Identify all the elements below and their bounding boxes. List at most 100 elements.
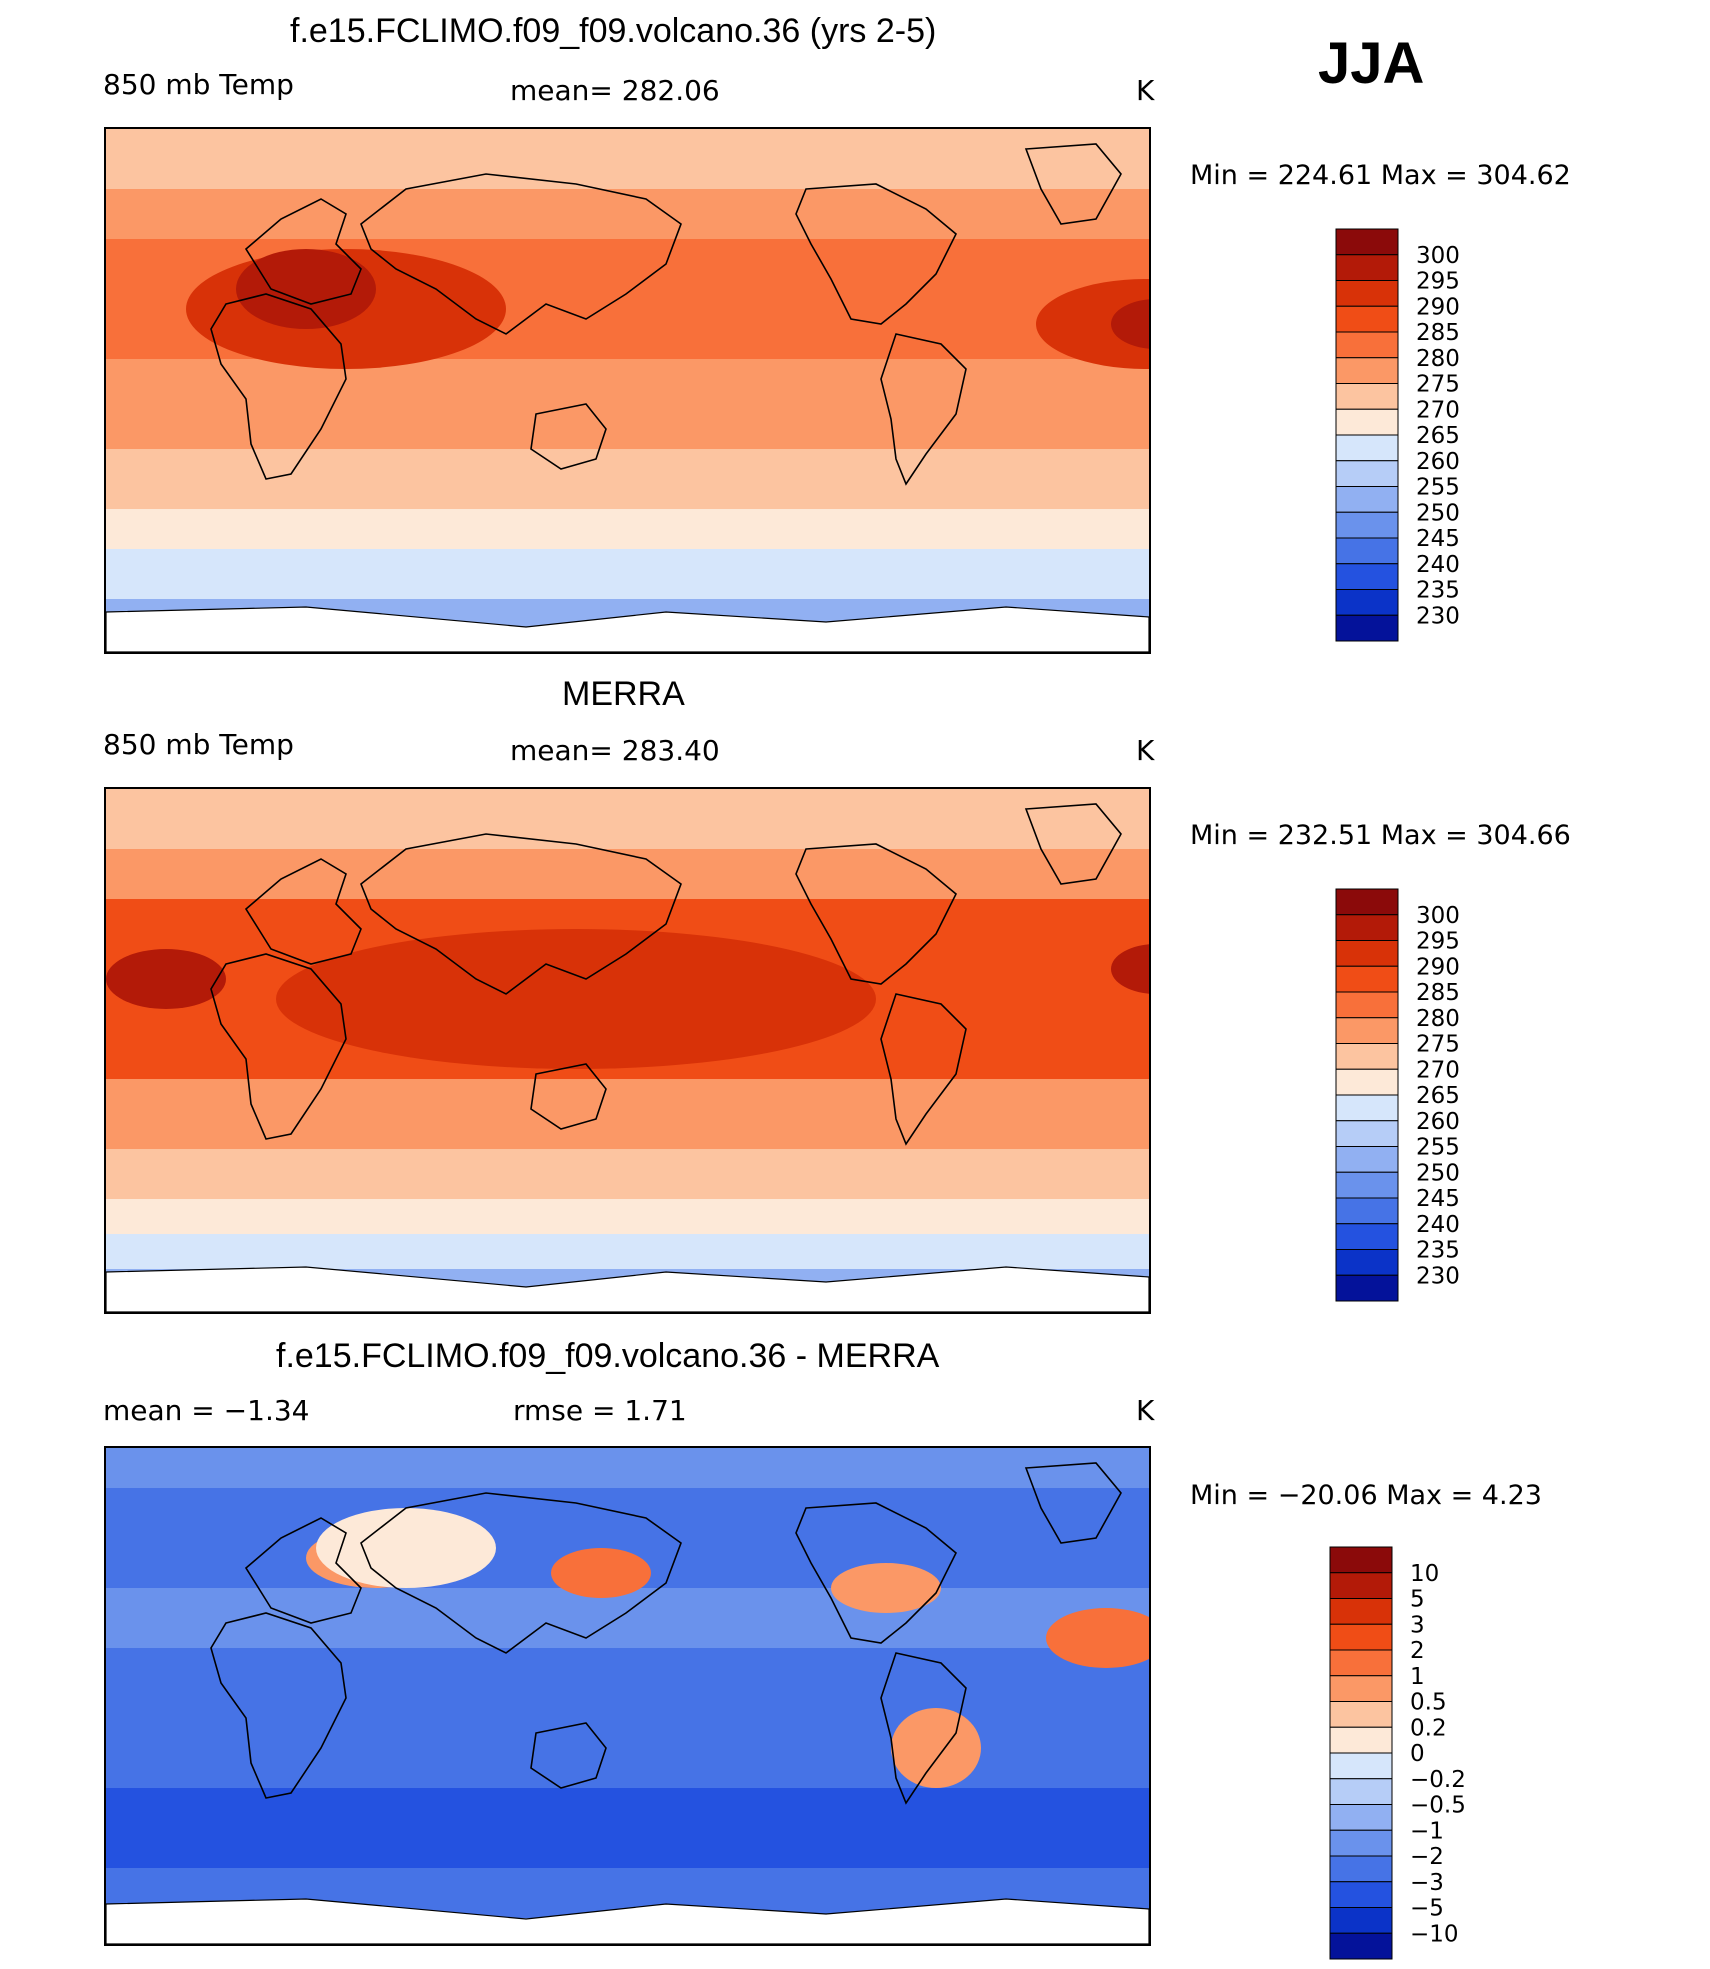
colorbar-box [1335,1249,1399,1276]
colorbar-box [1329,1572,1393,1599]
panel1-title: f.e15.FCLIMO.f09_f09.volcano.36 (yrs 2-5… [290,12,937,50]
colorbar-box [1335,383,1399,410]
colorbar-box [1335,1017,1399,1044]
colorbar-box [1329,1932,1393,1960]
colorbar-box [1335,357,1399,384]
colorbar-tick-label: 5 [1410,1587,1425,1613]
colorbar-box [1329,1675,1393,1702]
panel3-colorbar: 10 5 3 2 1 0.5 0.2 0 −0.2 −0.5 −1 −2 −3 −5 −10 [1329,1546,1466,1960]
colorbar-tick-label: 1 [1410,1664,1425,1690]
colorbar-tick-label: 240 [1416,1212,1460,1238]
colorbar-box [1329,1546,1393,1574]
colorbar-tick-label: 255 [1416,1135,1460,1161]
coastline [244,1517,362,1624]
colorbar-tick-label: 255 [1416,475,1460,501]
panel2-units-label: K [1136,734,1155,767]
colorbar-box [1335,1171,1399,1199]
colorbar-tick-label: 2 [1410,1638,1425,1664]
field-band [106,129,1149,189]
field-anomaly [831,1563,941,1613]
colorbar-box [1335,331,1399,359]
colorbar-box [1335,1146,1399,1173]
field-anomaly [551,1548,651,1598]
coastline [795,843,957,985]
field-band [106,1448,1149,1488]
colorbar-tick-label: 275 [1416,1032,1460,1058]
field-band [106,189,1149,239]
colorbar-tick-label: 245 [1416,526,1460,552]
coastline [210,953,347,1140]
colorbar-tick-label: 240 [1416,552,1460,578]
colorbar-tick-label: 280 [1416,1006,1460,1032]
colorbar-box [1329,1907,1393,1934]
colorbar-tick-label: 285 [1416,320,1460,346]
colorbar-tick-label: 285 [1416,980,1460,1006]
coastline [880,993,967,1146]
colorbar-box [1329,1701,1393,1728]
colorbar-box [1329,1623,1393,1651]
coastline [880,333,967,486]
colorbar-box [1335,537,1399,565]
colorbar-tick-label: 3 [1410,1612,1425,1638]
colorbar-tick-label: 290 [1416,954,1460,980]
colorbar-box [1335,434,1399,462]
colorbar-box [1335,460,1399,487]
panel3-rmse-label: rmse = 1.71 [513,1394,687,1427]
colorbar-box [1335,280,1399,307]
colorbar-box [1329,1829,1393,1857]
field-band [106,789,1149,849]
antarctica-coastline [106,606,1149,652]
colorbar-tick-label: 290 [1416,294,1460,320]
coastline [210,1612,347,1799]
panel2-map [104,787,1151,1314]
colorbar-tick-label: −2 [1410,1844,1444,1870]
colorbar-tick-label: 300 [1416,243,1460,269]
field-anomaly [276,929,876,1069]
field-band [106,1079,1149,1149]
coastline [880,1652,967,1805]
panel1-colorbar: 300 295 290 285 280 275 270 265 260 255 250 245 240 2… [1335,228,1460,642]
colorbar-box [1335,1043,1399,1070]
field-band [106,849,1149,899]
panel1-variable-label: 850 mb Temp [103,68,294,101]
colorbar-tick-label: 230 [1416,603,1460,629]
field-band [106,509,1149,549]
colorbar-tick-label: −10 [1410,1921,1459,1947]
field-band [106,1199,1149,1234]
colorbar-tick-label: 280 [1416,346,1460,372]
colorbar-tick-label: 230 [1416,1263,1460,1289]
colorbar-box [1335,965,1399,993]
field-anomaly [316,1508,496,1588]
field-band [106,359,1149,449]
panel1-units-label: K [1136,74,1155,107]
colorbar-box [1329,1726,1393,1754]
coastline [210,293,347,480]
panel3-mean-label: mean = −1.34 [103,1394,310,1427]
colorbar-tick-label: −0.5 [1410,1793,1466,1819]
coastline [795,183,957,325]
colorbar-box [1335,1274,1399,1302]
colorbar-box [1329,1855,1393,1883]
coastline [244,858,362,965]
colorbar-tick-label: 0.2 [1410,1715,1447,1741]
panel2-mean-label: mean= 283.40 [510,734,720,767]
colorbar-tick-label: 235 [1416,578,1460,604]
colorbar-tick-label: −5 [1410,1896,1444,1922]
colorbar-tick-label: 270 [1416,397,1460,423]
colorbar-tick-label: 265 [1416,423,1460,449]
field-band [106,549,1149,599]
colorbar-tick-label: 295 [1416,269,1460,295]
field-anomaly [106,949,226,1009]
antarctica-coastline [106,1898,1149,1944]
colorbar-box [1335,940,1399,967]
panel1-map [104,127,1151,654]
colorbar-tick-label: 10 [1410,1561,1439,1587]
colorbar-box [1335,1120,1399,1147]
colorbar-tick-label: 250 [1416,1160,1460,1186]
colorbar-box [1335,1068,1399,1096]
colorbar-tick-label: −1 [1410,1818,1444,1844]
season-label: JJA [1318,31,1425,96]
panel2-colorbar: 300 295 290 285 280 275 270 265 260 255 250 245 240 2… [1335,888,1460,1302]
colorbar-box [1335,228,1399,256]
colorbar-box [1329,1804,1393,1831]
